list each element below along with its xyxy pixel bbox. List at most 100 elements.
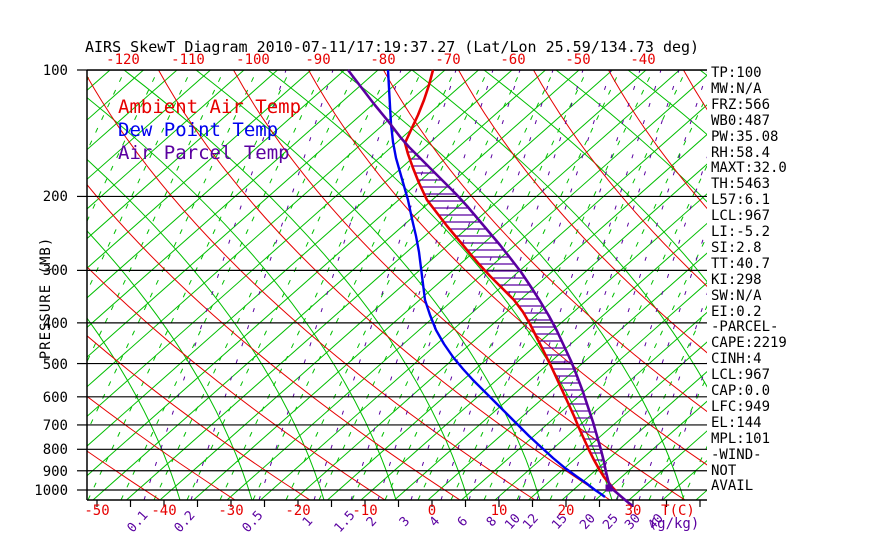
isotherm-line [87,70,111,92]
dry-adiabat-line [87,183,461,500]
moist-adiabat-line [87,158,325,500]
isotherm-line [293,133,707,500]
mixing-ratio-line [190,70,334,500]
isotherm-line [327,163,707,500]
panel-index-value: WB0:487 [711,112,771,129]
air-parcel-curve [346,69,634,508]
panel-index-value: TH:5463 [711,176,771,193]
panel-index-value: LI:-5.2 [711,224,771,240]
moist-adiabat-dashed-line [483,70,687,500]
dry-adiabat-line [87,395,236,500]
moist-adiabat-dashed-line [87,70,291,500]
moist-adiabat-line [627,70,707,136]
bottom-temp-tick-label: -10 [352,503,378,519]
panel-index-value: -WIND- [711,446,762,463]
pressure-tick-label: 100 [42,63,68,79]
dry-adiabat-line [87,266,386,500]
panel-index-value: EL:144 [711,414,762,431]
parcel-origin-marker [605,484,613,492]
dry-adiabat-line [87,75,536,500]
pressure-tick-label: 700 [42,417,68,434]
isotherm-line [87,70,312,269]
mixing-ratio-line [440,70,584,500]
panel-index-value: -PARCEL- [711,319,779,336]
mixing-ratio-line [661,362,707,500]
moist-adiabat-dashed-line [318,70,522,500]
panel-index-value: L57:6.1 [711,192,771,209]
ambient-temp-curve [403,69,617,492]
moist-adiabat-line [87,97,397,500]
top-temp-tick-label: -50 [565,52,591,68]
moist-adiabat-dashed-line [516,94,707,500]
isotherm-line [226,74,707,500]
moist-adiabat-dashed-line [87,70,192,293]
panel-index-value: MAXT:32.0 [711,160,787,177]
bottom-temp-tick-label: -50 [84,503,110,519]
moist-adiabat-line [267,70,613,500]
moist-adiabat-dashed-line [417,70,621,500]
pressure-tick-label: 900 [42,463,68,480]
mixing-ratio-line [536,70,680,500]
pressure-tick-label: 500 [42,356,68,373]
dry-adiabat-line [458,70,707,354]
panel-index-value: PW:35.08 [711,128,779,145]
moist-adiabat-dashed-line [87,70,159,223]
bottom-temp-tick-label: 20 [557,503,575,519]
panel-index-value: TP:100 [711,65,762,81]
panel-index-value: MPL:101 [711,430,771,447]
isotherm-line [360,193,707,500]
mixing-ratio-line [468,70,612,500]
dry-adiabat-line [233,70,686,500]
dry-adiabat-line [308,70,707,466]
moist-adiabat-dashed-line [252,70,456,500]
moist-adiabat-line [411,70,707,388]
panel-index-value: RH:58.4 [711,144,771,161]
mixing-ratio-line [565,71,707,500]
isotherm-line [595,400,707,500]
mixing-ratio-line [377,70,521,500]
isotherm-line [87,70,446,388]
moist-adiabat-line [195,70,541,500]
isotherm-line [561,371,707,500]
panel-index-value: LCL:967 [711,208,771,225]
isotherm-line [394,222,707,500]
isotherm-line [87,70,379,329]
top-temp-tick-label: -90 [305,52,331,68]
isotherm-line [159,70,647,500]
legend-item: Air Parcel Temp [118,142,290,164]
panel-index-value: CAP:0.0 [711,383,771,399]
bottom-temp-tick-label: 10 [490,503,508,519]
isotherm-line [528,341,707,500]
pressure-tick-label: 200 [42,189,68,206]
moist-adiabat-dashed-line [87,70,126,153]
isotherm-line [87,70,178,151]
top-temp-tick-label: -70 [435,52,461,68]
isotherm-line [87,70,546,477]
panel-index-value: FRZ:566 [711,96,771,113]
moist-adiabat-dashed-line [87,70,258,434]
bottom-temp-tick-label: 30 [624,503,642,519]
moist-adiabat-dashed-line [450,70,654,500]
panel-index-value: TT:40.7 [711,255,771,272]
legend-item: Dew Point Temp [118,119,279,141]
panel-index-value: LCL:967 [711,367,771,384]
mixing-ratio-line [410,70,554,500]
dry-adiabat-line [158,70,611,500]
isotherm-line [87,70,345,299]
moist-adiabat-line [87,317,181,500]
panel-index-value: NOT [711,462,737,479]
mixing-ratio-line [518,70,662,500]
pressure-tick-label: 800 [42,442,68,459]
cape-hatch-area [408,151,606,475]
bottom-temp-tick-label: 0 [427,503,437,519]
isotherm-line [87,70,479,418]
mixing-ratio-line [258,70,402,500]
pressure-tick-label: 300 [42,263,68,280]
isotherm-line [193,70,680,500]
dry-adiabat-line [533,70,707,287]
moist-adiabat-dashed-line [219,70,423,500]
moist-adiabat-dashed-line [153,70,357,500]
moist-adiabat-line [483,70,707,283]
temperature-unit-label: T(C) [661,503,695,519]
